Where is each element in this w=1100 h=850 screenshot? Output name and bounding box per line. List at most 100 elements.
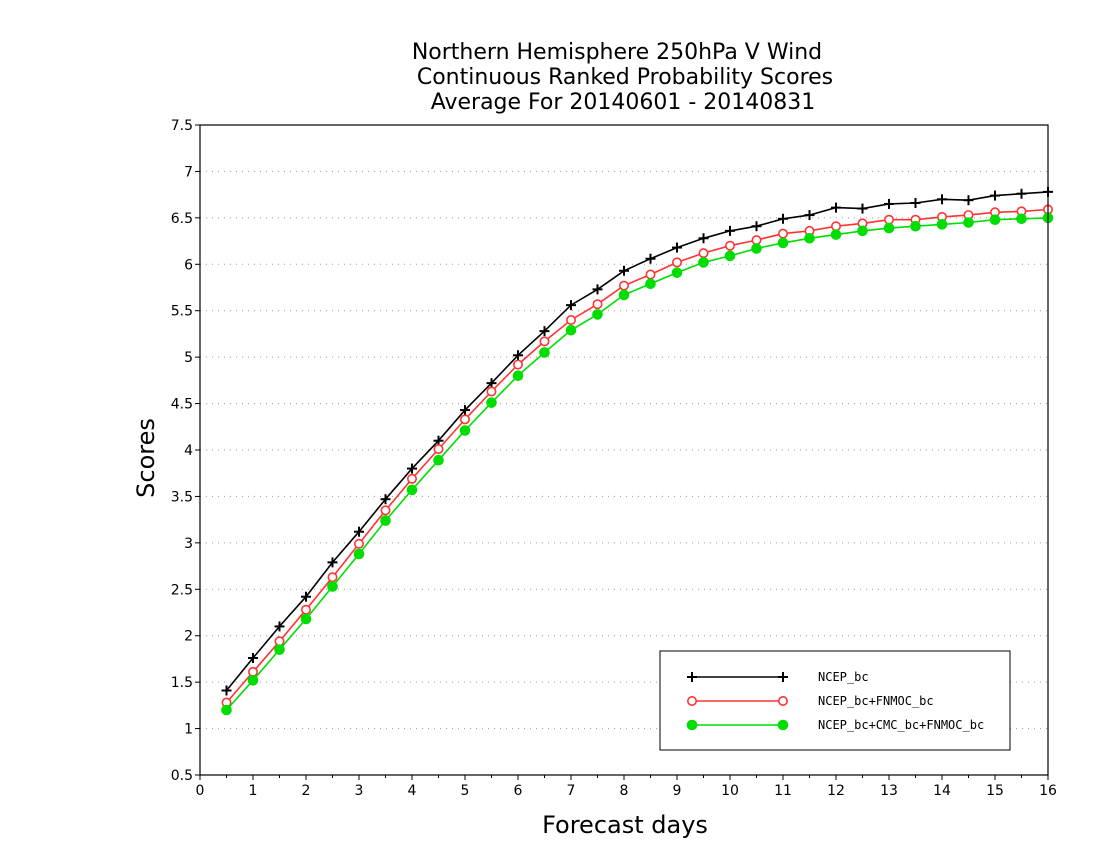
x-tick-label: 10 <box>721 783 739 799</box>
x-tick-label: 2 <box>302 783 311 799</box>
open-circle-point <box>618 280 629 291</box>
plus-point <box>460 405 470 416</box>
open-circle-point <box>274 636 285 647</box>
open-circle-point <box>592 299 603 310</box>
series-2 <box>221 204 1054 708</box>
filled-circle-point <box>910 220 921 232</box>
plus-point <box>804 210 815 221</box>
filled-circle-point <box>274 644 285 655</box>
plus-point <box>592 284 603 295</box>
x-tick-label: 11 <box>774 783 792 799</box>
filled-circle-point <box>247 674 259 686</box>
plus-point <box>884 198 894 209</box>
plus-point <box>963 195 974 206</box>
filled-circle-point <box>989 214 1001 226</box>
series-1 <box>221 186 1053 696</box>
plus-point <box>619 265 629 276</box>
filled-circle-point <box>618 289 630 301</box>
filled-circle-point <box>963 217 974 228</box>
filled-circle-point <box>565 324 577 336</box>
open-circle-point <box>671 257 682 268</box>
plus-point <box>513 350 523 361</box>
plus-point <box>778 213 788 224</box>
open-circle-point <box>486 386 497 397</box>
x-tick-label: 1 <box>249 783 258 799</box>
y-tick-label: 3.5 <box>171 489 193 505</box>
filled-circle-point <box>353 548 365 560</box>
x-tick-label: 0 <box>196 783 205 799</box>
x-tick-label: 15 <box>986 783 1004 799</box>
filled-circle-point <box>645 278 656 290</box>
y-tick-label: 5.5 <box>171 304 193 320</box>
open-circle-point <box>380 505 391 516</box>
legend-label: NCEP_bc+CMC_bc+FNMOC_bc <box>818 718 984 732</box>
open-circle-point <box>406 473 417 484</box>
y-tick-label: 4.5 <box>171 397 193 413</box>
x-tick-label: 13 <box>880 783 898 799</box>
filled-circle-point <box>300 613 312 625</box>
plus-point <box>248 653 258 663</box>
x-tick-label: 8 <box>620 783 629 799</box>
plus-point <box>698 233 709 244</box>
filled-circle-point <box>221 704 232 716</box>
open-circle-point <box>883 214 894 225</box>
filled-circle-point <box>698 257 709 268</box>
plus-point <box>645 253 656 264</box>
filled-circle-point <box>380 515 391 526</box>
legend-item: NCEP_bc <box>687 670 869 684</box>
open-circle-point <box>433 444 444 455</box>
open-circle-point <box>565 314 576 325</box>
y-tick-label: 2.5 <box>171 582 193 598</box>
filled-circle-point <box>671 267 683 278</box>
filled-circle-point <box>857 225 868 237</box>
filled-circle-point <box>936 219 948 230</box>
filled-circle-point <box>751 243 762 254</box>
series-3 <box>221 212 1054 716</box>
plus-point <box>301 591 311 602</box>
legend-label: NCEP_bc <box>818 670 869 684</box>
filled-circle-point <box>433 454 444 466</box>
series-line <box>225 191 1049 692</box>
y-tick-label: 5 <box>184 350 193 366</box>
open-circle-point <box>300 604 311 615</box>
x-tick-label: 14 <box>933 783 951 799</box>
plus-point <box>857 203 868 214</box>
plus-point <box>354 526 364 537</box>
filled-circle-point <box>327 581 338 592</box>
legend: NCEP_bc NCEP_bc+FNMOC_bc NCEP_bc+CMC_bc+FN… <box>659 650 1011 751</box>
filled-circle-point <box>406 484 418 496</box>
legend-label: NCEP_bc+FNMOC_bc <box>818 694 934 708</box>
x-tick-label: 4 <box>408 783 417 799</box>
x-tick-label: 6 <box>514 783 523 799</box>
plus-point <box>486 378 497 389</box>
plus-point <box>990 190 1000 201</box>
open-circle-point <box>645 269 656 280</box>
open-circle-point <box>459 414 470 425</box>
y-tick-label: 6.5 <box>171 211 193 227</box>
title-line-3: Average For 20140601 - 20140831 <box>431 90 816 115</box>
y-tick-label: 1 <box>184 722 193 738</box>
plus-point <box>778 672 788 682</box>
y-tick-label: 4 <box>184 443 193 459</box>
gridlines <box>200 170 1048 730</box>
axis-ticks: 0.511.522.533.544.555.566.577.50 1 2 3 4 5 6 7 8… <box>171 118 1057 799</box>
filled-circle-point <box>1016 213 1027 225</box>
plus-point <box>751 221 762 232</box>
plus-point <box>725 225 735 236</box>
filled-circle-point <box>539 347 550 358</box>
open-circle-point <box>830 221 841 232</box>
y-tick-label: 1.5 <box>171 675 193 691</box>
title-line-1: Northern Hemisphere 250hPa V Wind <box>412 40 822 65</box>
x-tick-label: 9 <box>673 783 682 799</box>
filled-circle-point <box>883 222 895 234</box>
x-tick-label: 12 <box>827 783 845 799</box>
open-circle-point <box>248 666 259 677</box>
y-tick-label: 0.5 <box>171 768 193 784</box>
plus-point <box>687 672 697 682</box>
plus-point <box>433 435 444 446</box>
filled-circle-point <box>592 309 603 320</box>
x-axis-label: Forecast days <box>542 811 708 839</box>
y-tick-label: 7 <box>184 164 193 180</box>
x-tick-label: 16 <box>1039 783 1057 799</box>
